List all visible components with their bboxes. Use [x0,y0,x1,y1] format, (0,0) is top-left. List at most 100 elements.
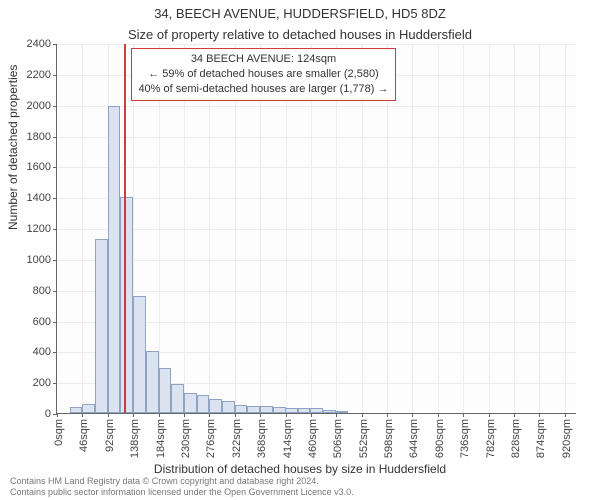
x-axis-label: Distribution of detached houses by size … [0,462,600,476]
gridline-v [463,44,464,413]
x-tick: 276sqm [205,419,217,458]
x-tick-mark [489,413,490,417]
chart-title: 34, BEECH AVENUE, HUDDERSFIELD, HD5 8DZ [0,6,600,23]
histogram-bar [285,408,298,413]
histogram-bar [171,384,184,413]
x-tick-mark [235,413,236,417]
x-tick: 644sqm [408,419,420,458]
y-tick: 2000 [27,100,57,112]
attribution: Contains HM Land Registry data © Crown c… [10,476,354,498]
y-tick: 800 [33,285,57,297]
gridline-h [57,260,576,261]
histogram-bar [184,393,197,413]
histogram-bar [95,239,108,413]
x-tick-mark [133,413,134,417]
y-tick: 1000 [27,254,57,266]
x-tick-mark [412,413,413,417]
y-tick: 1400 [27,192,57,204]
gridline-h [57,44,576,45]
x-tick: 92sqm [104,419,116,452]
y-tick: 1800 [27,131,57,143]
x-tick-mark [539,413,540,417]
x-tick-mark [565,413,566,417]
gridline-v [438,44,439,413]
y-tick: 600 [33,316,57,328]
histogram-bar [133,296,146,413]
x-tick: 46sqm [78,419,90,452]
histogram-bar [298,408,311,413]
histogram-bar [235,405,248,413]
x-tick: 828sqm [510,419,522,458]
x-tick: 414sqm [282,419,294,458]
attribution-line-2: Contains public sector information licen… [10,487,354,498]
gridline-h [57,229,576,230]
gridline-h [57,198,576,199]
y-tick: 1200 [27,223,57,235]
y-tick: 1600 [27,161,57,173]
x-tick-mark [108,413,109,417]
y-tick: 2400 [27,38,57,50]
x-tick: 552sqm [358,419,370,458]
property-marker-line [124,44,126,413]
histogram-bar [209,399,222,413]
chart-subtitle: Size of property relative to detached ho… [0,27,600,42]
y-tick: 2200 [27,69,57,81]
x-tick: 920sqm [561,419,573,458]
y-tick: 200 [33,377,57,389]
gridline-v [539,44,540,413]
x-tick-mark [438,413,439,417]
gridline-h [57,106,576,107]
x-tick: 506sqm [332,419,344,458]
histogram-bar [120,197,133,413]
callout-line-2: ← 59% of detached houses are smaller (2,… [138,67,388,82]
x-tick-mark [209,413,210,417]
gridline-v [412,44,413,413]
x-tick: 690sqm [434,419,446,458]
x-tick-mark [184,413,185,417]
y-tick: 400 [33,346,57,358]
x-tick-mark [57,413,58,417]
histogram-bar [336,411,349,413]
histogram-bar [70,407,83,413]
marker-callout: 34 BEECH AVENUE: 124sqm ← 59% of detache… [131,48,395,101]
callout-line-3: 40% of semi-detached houses are larger (… [138,82,388,97]
histogram-bar [108,106,121,413]
x-tick-mark [82,413,83,417]
histogram-bar [159,368,172,413]
histogram-bar [260,406,273,413]
attribution-line-1: Contains HM Land Registry data © Crown c… [10,476,354,487]
gridline-v [565,44,566,413]
x-tick-mark [463,413,464,417]
x-tick: 138sqm [129,419,141,458]
gridline-v [514,44,515,413]
x-tick-mark [286,413,287,417]
histogram-bar [310,408,323,413]
y-axis-label: Number of detached properties [6,65,20,230]
histogram-bar [146,351,159,413]
callout-line-1: 34 BEECH AVENUE: 124sqm [138,52,388,67]
x-tick-mark [514,413,515,417]
x-tick-mark [336,413,337,417]
x-tick: 874sqm [535,419,547,458]
histogram-bar [197,395,210,414]
histogram-bar [222,401,235,413]
x-tick: 0sqm [53,419,65,446]
x-tick: 184sqm [155,419,167,458]
x-tick: 598sqm [383,419,395,458]
x-tick: 736sqm [459,419,471,458]
histogram-bar [82,404,95,413]
x-tick: 322sqm [231,419,243,458]
x-tick: 782sqm [485,419,497,458]
gridline-h [57,291,576,292]
x-tick: 230sqm [180,419,192,458]
x-tick-mark [387,413,388,417]
gridline-v [82,44,83,413]
plot-area: 0200400600800100012001400160018002000220… [56,44,576,414]
chart-container: 34, BEECH AVENUE, HUDDERSFIELD, HD5 8DZ … [0,6,600,44]
x-tick-mark [311,413,312,417]
x-tick-mark [159,413,160,417]
histogram-bar [323,410,336,413]
gridline-v [489,44,490,413]
x-tick: 368sqm [256,419,268,458]
gridline-h [57,167,576,168]
